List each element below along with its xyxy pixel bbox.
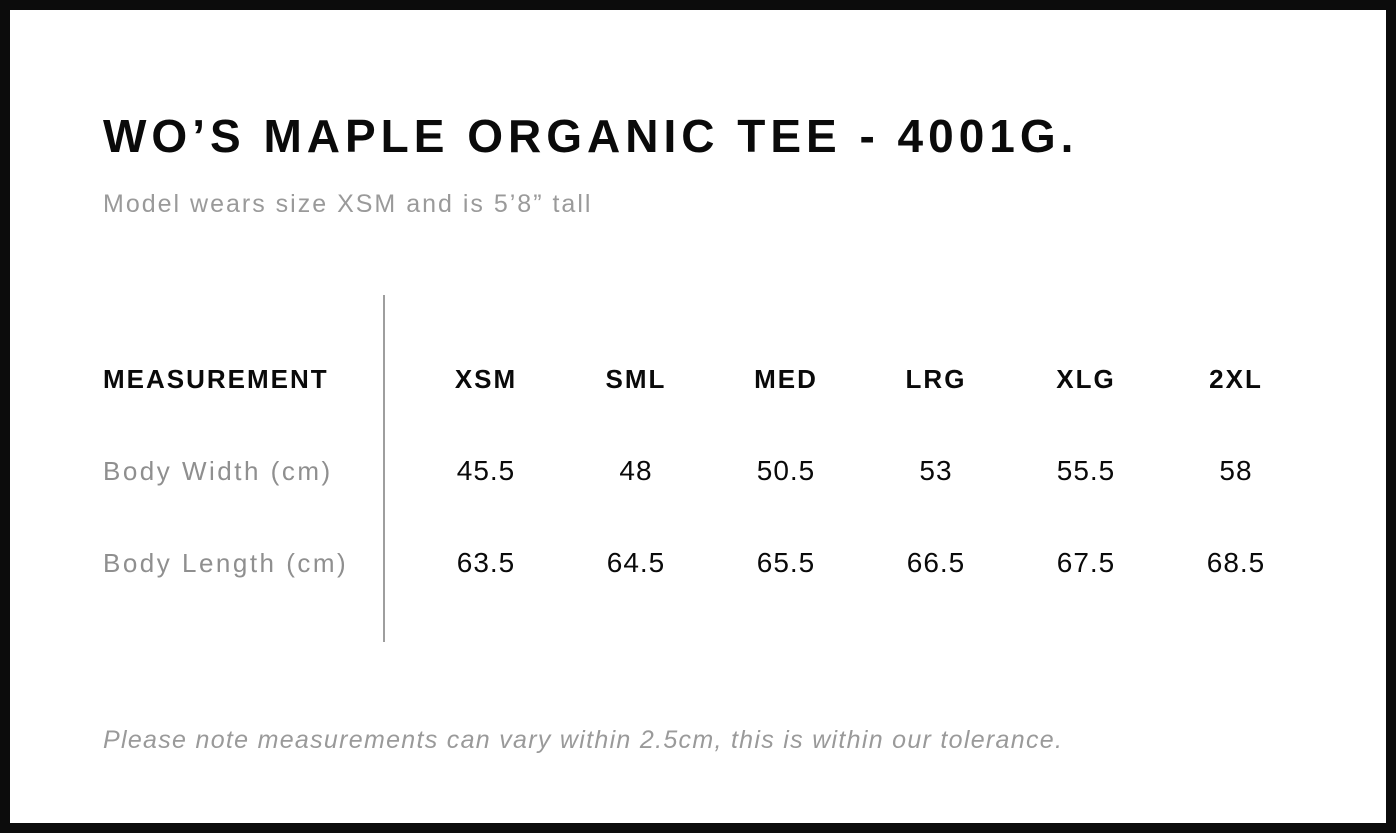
size-column-header-xlg: XLG [1056, 363, 1116, 394]
row-label-body-width: Body Width (cm) [103, 455, 333, 486]
size-column-header-2xl: 2XL [1209, 363, 1263, 394]
body-length-xlg-value: 67.5 [1056, 547, 1116, 578]
model-size-note: Model wears size XSM and is 5’8” tall [103, 190, 593, 218]
size-column-header-med: MED [754, 363, 818, 394]
size-column-header-xsm: XSM [454, 363, 518, 394]
size-column-header-lrg: LRG [905, 363, 967, 394]
body-length-med-value: 65.5 [756, 547, 816, 578]
product-title: WO’S MAPLE ORGANIC TEE - 4001G. [103, 110, 1079, 162]
body-length-sml-value: 64.5 [606, 547, 666, 578]
size-chart-table: MEASUREMENT XSM SML MED LRG XLG 2XL Body… [103, 295, 1311, 642]
body-width-lrg-value: 53 [919, 455, 953, 486]
body-length-xsm-value: 63.5 [456, 547, 516, 578]
size-column-header-sml: SML [605, 363, 667, 394]
body-width-sml-value: 48 [619, 455, 653, 486]
row-label-body-length: Body Length (cm) [103, 547, 349, 578]
body-width-med-value: 50.5 [756, 455, 816, 486]
tolerance-note: Please note measurements can vary within… [103, 726, 1064, 754]
body-width-xlg-value: 55.5 [1056, 455, 1116, 486]
measurement-column-header: MEASUREMENT [103, 363, 329, 394]
body-width-xsm-value: 45.5 [456, 455, 516, 486]
body-width-2xl-value: 58 [1219, 455, 1253, 486]
column-divider [383, 295, 385, 642]
body-length-2xl-value: 68.5 [1206, 547, 1266, 578]
body-length-lrg-value: 66.5 [906, 547, 966, 578]
